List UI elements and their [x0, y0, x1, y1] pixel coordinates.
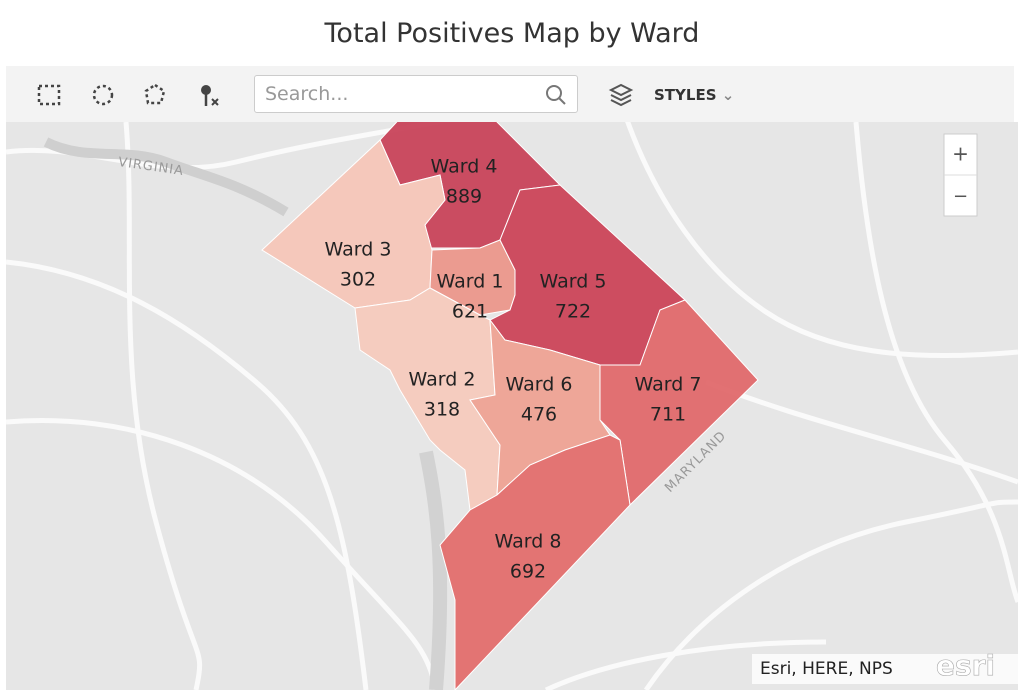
ward-name: Ward 4 [431, 156, 498, 178]
ward-value: 621 [452, 301, 488, 323]
esri-logo: esri [936, 649, 995, 682]
ward-name: Ward 5 [540, 271, 607, 293]
rect-select[interactable] [37, 84, 61, 106]
toolbar: Search... STYLES ⌄ [6, 66, 1014, 122]
ward-name: Ward 3 [325, 239, 392, 261]
ward-value: 318 [424, 399, 460, 421]
lasso-select[interactable] [144, 83, 166, 105]
search-icon [546, 85, 566, 105]
search-placeholder: Search... [265, 83, 349, 105]
attribution: Esri, HERE, NPS [760, 659, 893, 679]
wards: Ward 4 889 Ward 3 302 Ward 1 621 Ward 5 722 Ward… [261, 122, 759, 690]
ward-value: 476 [521, 404, 557, 426]
search-box[interactable]: Search... [254, 75, 578, 113]
attribution-bg [752, 654, 1018, 684]
ward-value: 711 [650, 404, 686, 426]
river [43, 137, 289, 217]
zoom-control: + − [943, 133, 978, 217]
ward-area [439, 434, 631, 690]
roads [6, 122, 1018, 690]
clear-select[interactable] [201, 85, 219, 106]
ward-area [599, 299, 759, 507]
map: Ward 4 889 Ward 3 302 Ward 1 621 Ward 5 722 Ward… [6, 122, 1018, 690]
ward-value: 302 [340, 269, 376, 291]
ward-value: 889 [446, 186, 482, 208]
styles-label: STYLES [654, 86, 717, 104]
zoom-out[interactable]: − [953, 186, 968, 207]
ward-name: Ward 2 [409, 369, 476, 391]
zoom-in[interactable]: + [952, 142, 969, 166]
ward-value: 692 [510, 561, 546, 583]
styles-button[interactable]: STYLES ⌄ [654, 86, 735, 104]
ward-name: Ward 6 [506, 374, 573, 396]
layers-icon[interactable] [608, 82, 634, 108]
tool-icons [37, 83, 219, 106]
title: Total Positives Map by Ward [324, 17, 700, 49]
ward-value: 722 [555, 301, 591, 323]
river [419, 450, 448, 690]
circle-select[interactable] [92, 84, 114, 106]
ward-name: Ward 8 [495, 531, 562, 553]
ward-name: Ward 1 [437, 271, 504, 293]
ward-name: Ward 7 [635, 374, 702, 396]
